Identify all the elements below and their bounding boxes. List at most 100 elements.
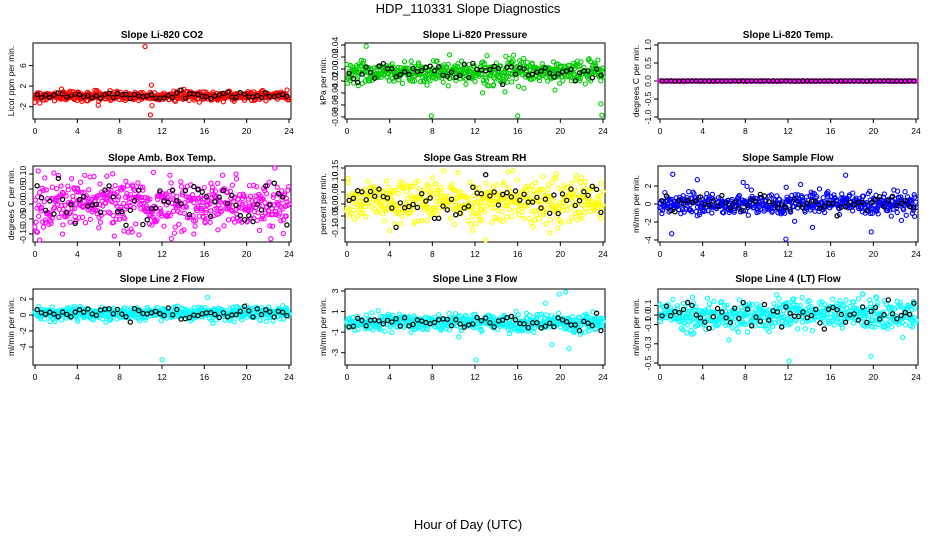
- data-point: [410, 207, 417, 213]
- highlight-point: [529, 199, 536, 205]
- highlight-point: [85, 92, 91, 99]
- data-point: [396, 77, 402, 83]
- data-point: [545, 193, 551, 200]
- data-point: [481, 209, 488, 215]
- data-point: [120, 200, 127, 207]
- highlight-point: [538, 205, 544, 211]
- data-point: [92, 87, 98, 94]
- data-point: [135, 180, 141, 186]
- data-point: [513, 75, 519, 82]
- data-point: [565, 218, 572, 225]
- highlight-point: [47, 198, 53, 204]
- highlight-point: [123, 91, 129, 98]
- x-tick-label: 8: [430, 126, 435, 136]
- data-point: [512, 207, 518, 214]
- data-point: [272, 208, 279, 215]
- data-point: [393, 209, 400, 215]
- data-point: [797, 181, 804, 188]
- data-point: [123, 178, 129, 184]
- data-point: [680, 300, 686, 306]
- data-point: [268, 236, 274, 242]
- highlight-point: [229, 192, 235, 199]
- highlight-point: [359, 189, 365, 195]
- highlight-point: [220, 187, 227, 194]
- data-point: [894, 209, 900, 216]
- data-point: [98, 212, 104, 219]
- data-point: [596, 199, 602, 205]
- data-point: [35, 213, 42, 219]
- data-point: [266, 179, 272, 185]
- highlight-point: [555, 210, 561, 217]
- data-point: [529, 182, 535, 188]
- data-point: [433, 181, 439, 187]
- data-point: [168, 180, 174, 186]
- data-point: [197, 199, 203, 205]
- outlier-point: [563, 289, 569, 295]
- outlier-point: [809, 224, 816, 231]
- highlight-point: [144, 216, 150, 223]
- y-tick-label: 0.05: [330, 183, 340, 200]
- y-tick-label: 0.1: [643, 299, 653, 311]
- data-point: [440, 79, 446, 85]
- data-point: [104, 173, 110, 179]
- outlier-point: [142, 43, 148, 50]
- x-tick-label: 12: [470, 126, 480, 136]
- y-tick-label: -4: [18, 343, 28, 351]
- y-tick-label: 0: [643, 201, 653, 206]
- data-point: [536, 216, 542, 222]
- data-point: [41, 187, 47, 193]
- data-point: [407, 210, 413, 216]
- data-point: [415, 60, 422, 66]
- x-tick-label: 20: [556, 249, 566, 259]
- x-tick-label: 0: [658, 372, 663, 382]
- data-point: [120, 185, 126, 192]
- panel-title: Slope Li-820 Pressure: [423, 30, 528, 41]
- data-points: [32, 165, 292, 243]
- data-point: [107, 197, 114, 204]
- highlight-point: [521, 191, 527, 197]
- x-tick-label: 20: [869, 126, 879, 136]
- data-point: [389, 329, 395, 335]
- data-point: [525, 193, 531, 200]
- x-tick-label: 20: [242, 372, 252, 382]
- data-point: [503, 196, 509, 202]
- x-tick-label: 4: [700, 249, 705, 259]
- highlight-point: [448, 69, 455, 75]
- data-point: [820, 195, 826, 201]
- data-point: [203, 209, 209, 216]
- x-tick-label: 4: [387, 126, 392, 136]
- data-point: [493, 182, 499, 188]
- x-tick-label: 20: [869, 372, 879, 382]
- outlier-point: [191, 231, 197, 237]
- data-point: [72, 205, 78, 212]
- data-point: [231, 219, 238, 225]
- data-point: [127, 202, 133, 209]
- outlier-point: [147, 112, 154, 118]
- data-point: [467, 179, 473, 185]
- data-point: [598, 180, 604, 186]
- y-tick-label: 0.02: [330, 48, 340, 65]
- data-point: [525, 202, 532, 208]
- highlight-point: [593, 66, 600, 72]
- data-point: [201, 184, 207, 191]
- highlight-point: [131, 197, 138, 204]
- data-point: [531, 329, 537, 336]
- data-point: [529, 208, 535, 214]
- highlight-point: [97, 95, 104, 101]
- highlight-point: [34, 91, 40, 98]
- data-point: [476, 185, 482, 192]
- x-tick-label: 4: [700, 372, 705, 382]
- data-points: [344, 167, 606, 243]
- data-point: [181, 227, 187, 233]
- data-point: [532, 179, 539, 186]
- data-point: [424, 217, 430, 224]
- data-point: [62, 202, 68, 208]
- y-tick-label: -2: [643, 218, 653, 226]
- y-tick-label: 0.00: [330, 60, 340, 77]
- data-point: [548, 193, 554, 199]
- data-point: [140, 184, 146, 190]
- panel-5: Slope Gas Stream RH0 4 8 12 16 20 24-0.10-0.05…: [318, 153, 608, 259]
- x-tick-label: 8: [743, 126, 748, 136]
- data-point: [128, 226, 134, 232]
